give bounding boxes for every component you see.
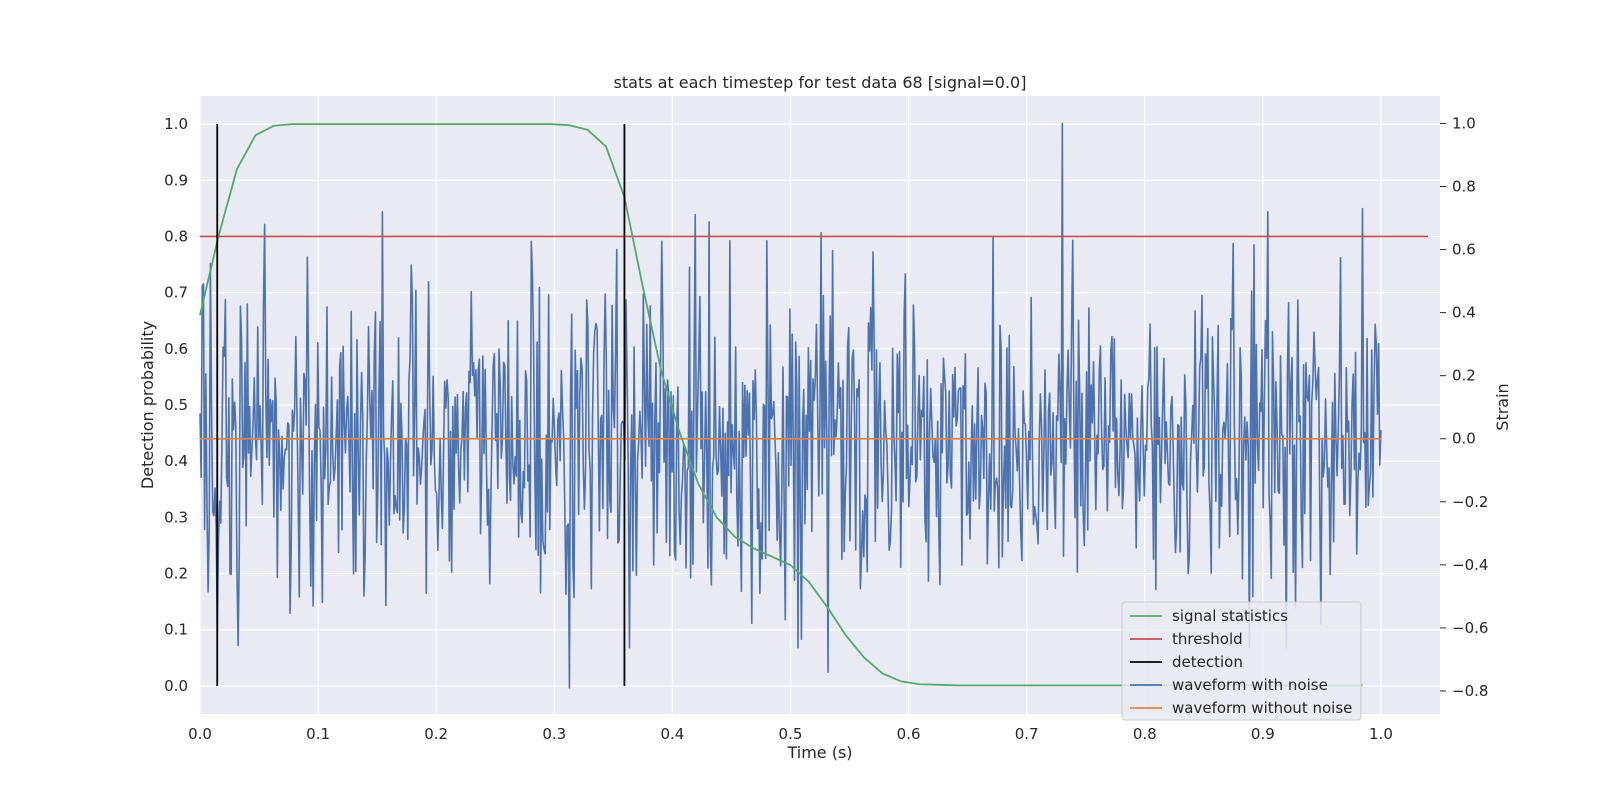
x-tick-label: 0.8 [1133, 725, 1157, 743]
x-tick-label: 1.0 [1369, 725, 1393, 743]
y-tick-label-left: 0.8 [164, 227, 188, 245]
y-tick-label-left: 0.0 [164, 677, 188, 695]
y-tick-label-right: 0.8 [1452, 177, 1476, 195]
x-axis-label: Time (s) [786, 743, 852, 762]
y-tick-label-left: 0.3 [164, 508, 188, 526]
x-tick-label: 0.3 [542, 725, 566, 743]
x-tick-label: 0.1 [306, 725, 330, 743]
y-tick-label-left: 0.9 [164, 171, 188, 189]
legend-label-waveform-with-noise: waveform with noise [1172, 676, 1328, 694]
x-tick-label: 0.5 [779, 725, 803, 743]
legend-label-detection: detection [1172, 653, 1243, 671]
x-axis-ticks: 0.0 0.1 0.2 0.3 0.4 0.5 0.6 0.7 0.8 0.9 1.0 [188, 725, 1393, 743]
y-tick-label-left: 0.5 [164, 396, 188, 414]
series-waveform-with-noise [199, 122, 1382, 689]
legend: signal statistics threshold detection wa… [1121, 601, 1362, 721]
y-tick-label-right: −0.4 [1452, 556, 1488, 574]
x-tick-label: 0.6 [897, 725, 921, 743]
y-tick-label-left: 0.6 [164, 340, 188, 358]
y-tick-label-right: 0.4 [1452, 304, 1476, 322]
y-tick-label-right: 1.0 [1452, 114, 1476, 132]
x-tick-label: 0.7 [1015, 725, 1039, 743]
y-axis-label-right: Strain [1493, 383, 1512, 430]
y-axis-label-left: Detection probability [138, 321, 157, 489]
y-tick-label-right: 0.6 [1452, 241, 1476, 259]
y-axis-ticks-right: −0.8 −0.6 −0.4 −0.2 0.0 0.2 0.4 0.6 0.8 1.0 [1440, 114, 1488, 700]
y-tick-label-left: 0.4 [164, 452, 188, 470]
x-tick-label: 0.0 [188, 725, 212, 743]
y-tick-label-right: −0.2 [1452, 493, 1488, 511]
x-tick-label: 0.4 [660, 725, 684, 743]
x-tick-label: 0.2 [424, 725, 448, 743]
y-tick-label-right: 0.2 [1452, 367, 1476, 385]
y-tick-label-right: −0.8 [1452, 682, 1488, 700]
y-tick-label-left: 1.0 [164, 115, 188, 133]
y-tick-label-right: −0.6 [1452, 619, 1488, 637]
y-tick-label-left: 0.7 [164, 284, 188, 302]
y-tick-label-left: 0.1 [164, 621, 188, 639]
chart-title: stats at each timestep for test data 68 … [614, 73, 1027, 92]
legend-box [1121, 601, 1362, 721]
legend-label-threshold: threshold [1172, 630, 1243, 648]
legend-label-waveform-without-noise: waveform without noise [1172, 699, 1352, 717]
y-axis-ticks-left: 0.0 0.1 0.2 0.3 0.4 0.5 0.6 0.7 0.8 0.9 1.0 [164, 115, 188, 695]
legend-label-signal-statistics: signal statistics [1172, 607, 1288, 625]
y-tick-label-left: 0.2 [164, 565, 188, 583]
x-tick-label: 0.9 [1251, 725, 1275, 743]
y-tick-label-right: 0.0 [1452, 430, 1476, 448]
